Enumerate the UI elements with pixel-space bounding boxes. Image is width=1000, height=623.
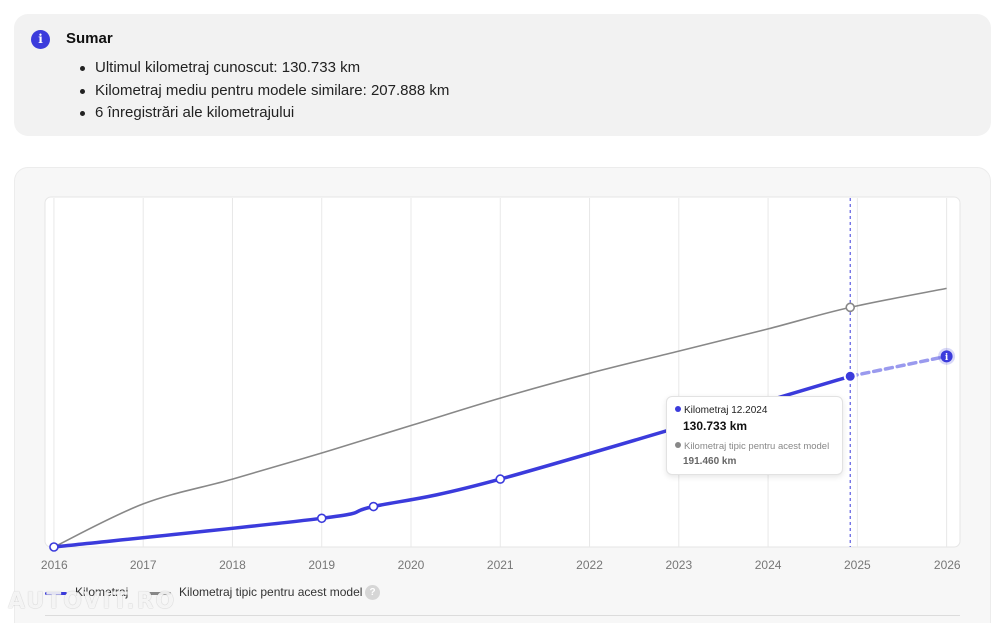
card-divider (45, 615, 960, 616)
projection-info-glyph: i (945, 353, 949, 363)
x-tick-label-2016: 2016 (41, 558, 68, 572)
x-tick-label-2026: 2026 (934, 558, 961, 572)
series-markers (49, 302, 857, 552)
tooltip-secondary-value: 191.460 km (683, 456, 737, 467)
tooltip-main-row: Kilometraj 12.2024 (675, 405, 767, 416)
projection-end-info: i (938, 347, 956, 365)
x-tick-label-2019: 2019 (308, 558, 335, 572)
summary-panel: i Sumar Ultimul kilometraj cunoscut: 130… (14, 14, 991, 136)
grid-lines (53, 198, 948, 547)
x-tick-label-2024: 2024 (755, 558, 782, 572)
question-icon[interactable]: ? (365, 585, 380, 600)
plot-area (44, 196, 961, 548)
brand-watermark: AUTOVIT.RO (8, 589, 177, 614)
mileage-projection-line (848, 354, 949, 379)
tooltip-main-value: 130.733 km (683, 419, 748, 433)
mileage-point-4[interactable] (843, 369, 857, 383)
summary-list: Ultimul kilometraj cunoscut: 130.733 km … (80, 57, 449, 125)
typical-mileage-series (53, 287, 947, 548)
mileage-point-0[interactable] (49, 542, 59, 552)
tooltip-secondary-row: Kilometraj tipic pentru acest model (675, 441, 829, 452)
tooltip-mileage-dot (675, 406, 681, 412)
mileage-point-1[interactable] (316, 513, 327, 524)
legend-label-mileage: Kilometraj (75, 585, 129, 599)
legend-swatch-typical (149, 592, 171, 595)
tooltip-secondary-label: Kilometraj tipic pentru acest model (684, 441, 830, 452)
x-tick-label-2018: 2018 (219, 558, 246, 572)
info-icon: i (31, 30, 50, 49)
chart-tooltip: Kilometraj 12.2024 130.733 km Kilometraj… (666, 396, 843, 475)
projection-info-icon[interactable] (940, 350, 953, 363)
legend-swatch-mileage (45, 592, 67, 595)
x-axis-ticks: 2016 2017 2018 2019 2020 2021 2022 2023 2024 2025… (41, 558, 961, 572)
summary-title: Sumar (66, 30, 113, 47)
x-tick-label-2021: 2021 (487, 558, 514, 572)
legend-label-typical: Kilometraj tipic pentru acest model (179, 585, 363, 599)
summary-item-last-mileage: Ultimul kilometraj cunoscut: 130.733 km (80, 57, 449, 80)
tooltip-typical-dot (675, 442, 681, 448)
x-tick-label-2020: 2020 (398, 558, 425, 572)
mileage-point-3[interactable] (495, 474, 506, 484)
mileage-point-2[interactable] (368, 501, 379, 512)
summary-item-average-mileage: Kilometraj mediu pentru modele similare:… (80, 80, 449, 103)
x-tick-label-2022: 2022 (576, 558, 603, 572)
typical-mileage-line (53, 287, 947, 548)
x-tick-label-2025: 2025 (844, 558, 871, 572)
x-tick-label-2023: 2023 (665, 558, 692, 572)
summary-item-records-count: 6 înregistrări ale kilometrajului (80, 102, 449, 125)
x-tick-label-2017: 2017 (130, 558, 157, 572)
tooltip-main-label: Kilometraj 12.2024 (684, 405, 768, 416)
typical-point-5[interactable] (845, 302, 856, 313)
